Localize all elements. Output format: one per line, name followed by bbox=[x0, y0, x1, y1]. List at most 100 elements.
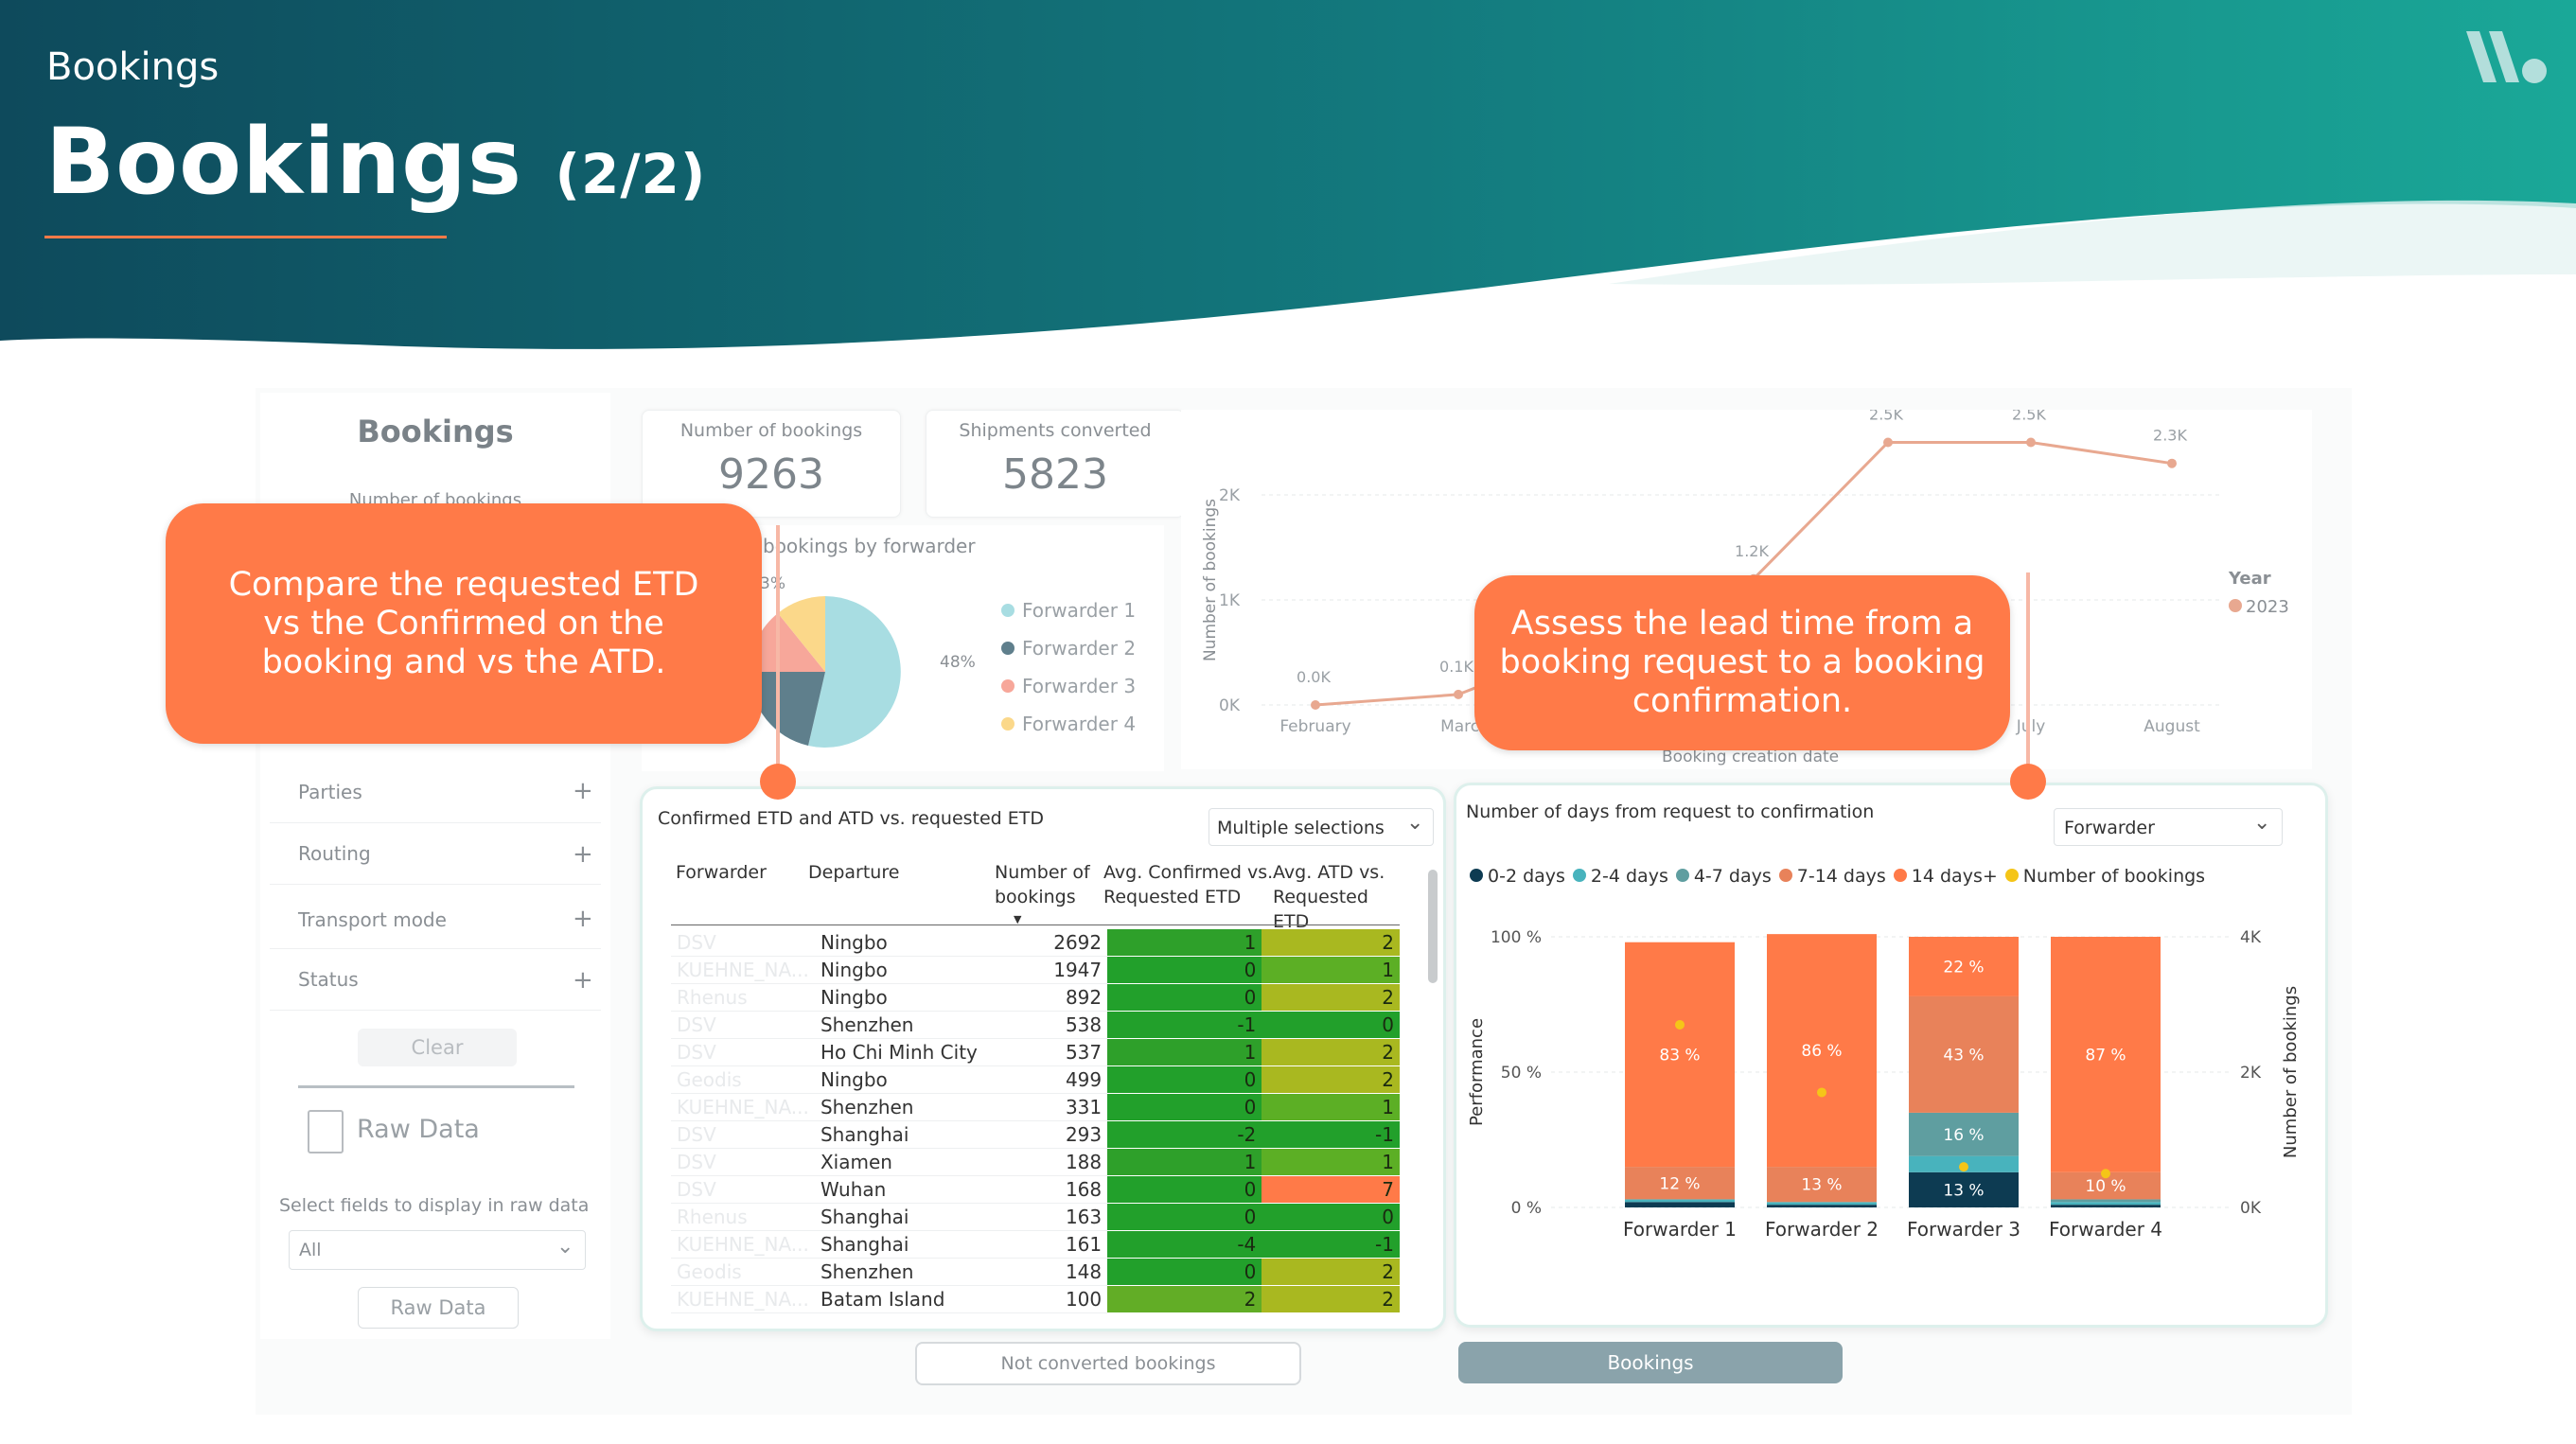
y2-axis-label: Number of bookings bbox=[2281, 986, 2301, 1158]
cell-confirmed: 1 bbox=[1107, 1148, 1262, 1176]
header-banner bbox=[0, 0, 2576, 349]
bar-segment bbox=[1625, 1167, 1735, 1200]
y-tick-label: 1K bbox=[1219, 591, 1241, 610]
scrollbar[interactable] bbox=[1428, 870, 1438, 983]
table-row[interactable]: DSV Ho Chi Minh City 537 1 2 bbox=[671, 1038, 1400, 1066]
cell-bookings: 499 bbox=[1011, 1065, 1108, 1094]
table-row[interactable]: Geodis Shenzhen 148 0 2 bbox=[671, 1258, 1400, 1286]
plus-icon[interactable]: + bbox=[573, 905, 593, 933]
bar-segment bbox=[1625, 942, 1735, 1168]
kpi-bookings: Number of bookings 9263 bbox=[642, 410, 901, 518]
cell-bookings: 100 bbox=[1011, 1285, 1108, 1313]
table-row[interactable]: DSV Ningbo 2692 1 2 bbox=[671, 929, 1400, 957]
cell-bookings: 188 bbox=[1011, 1148, 1108, 1176]
legend-dot bbox=[1470, 869, 1483, 882]
bar-segment bbox=[2051, 937, 2161, 1172]
y2-tick-label: 2K bbox=[2240, 1064, 2262, 1083]
col-header-confirmed[interactable]: Avg. Confirmed vs. Requested ETD bbox=[1103, 862, 1274, 907]
table-row[interactable]: DSV Xiamen 188 1 1 bbox=[671, 1148, 1400, 1176]
plus-icon[interactable]: + bbox=[573, 777, 593, 805]
cell-atd: 1 bbox=[1262, 1093, 1400, 1121]
cell-atd: 2 bbox=[1262, 1285, 1400, 1313]
data-point bbox=[1311, 700, 1320, 710]
table-row[interactable]: Rhenus Shanghai 163 0 0 bbox=[671, 1203, 1400, 1231]
cell-departure: Ningbo bbox=[814, 1065, 1012, 1094]
chevron-down-icon: ⌄ bbox=[556, 1235, 574, 1259]
bar-segment bbox=[1767, 934, 1877, 1168]
select-value: All bbox=[299, 1240, 322, 1260]
bookings-button[interactable]: Bookings bbox=[1458, 1342, 1843, 1383]
cell-atd: 2 bbox=[1262, 1065, 1400, 1094]
filter-label: Transport mode bbox=[298, 908, 447, 931]
bar-segment bbox=[1767, 1167, 1877, 1203]
cell-bookings: 2692 bbox=[1011, 929, 1108, 957]
filter-routing[interactable]: Routing + bbox=[270, 823, 601, 885]
cell-forwarder: Geodis bbox=[671, 1065, 815, 1094]
legend-dot bbox=[1572, 869, 1586, 882]
pie-chart bbox=[750, 596, 901, 748]
filter-transport-mode[interactable]: Transport mode + bbox=[270, 888, 601, 949]
callout-connector bbox=[776, 525, 780, 781]
bar-segment bbox=[2051, 1199, 2161, 1203]
legend-item: 0-2 days bbox=[1470, 866, 1565, 887]
bar-data-label: 43 % bbox=[1943, 1046, 1984, 1065]
cell-departure: Shenzhen bbox=[814, 1258, 1012, 1286]
clear-button[interactable]: Clear bbox=[358, 1029, 517, 1066]
pie-data-label: 3% bbox=[760, 574, 785, 593]
plus-icon[interactable]: + bbox=[573, 966, 593, 995]
cell-confirmed: 0 bbox=[1107, 1203, 1262, 1231]
filter-label: Parties bbox=[298, 781, 362, 803]
bar-data-label: 10 % bbox=[2085, 1177, 2126, 1196]
data-point bbox=[1454, 689, 1463, 699]
table-header: Forwarder Departure Number of bookings Av… bbox=[662, 860, 1400, 932]
x-tick-label: August bbox=[2144, 717, 2200, 736]
table-row[interactable]: DSV Shenzhen 538 -1 0 bbox=[671, 1011, 1400, 1039]
fields-select[interactable]: All ⌄ bbox=[289, 1230, 586, 1270]
table-row[interactable]: Geodis Ningbo 499 0 2 bbox=[671, 1065, 1400, 1094]
filter-status[interactable]: Status + bbox=[270, 949, 601, 1011]
data-label: 2.5K bbox=[2012, 410, 2046, 424]
col-header-bookings[interactable]: Number of bookings bbox=[995, 862, 1090, 907]
not-converted-button[interactable]: Not converted bookings bbox=[915, 1342, 1301, 1385]
table-row[interactable]: KUEHNE_NA... Batam Island 100 2 2 bbox=[671, 1285, 1400, 1313]
table-row[interactable]: KUEHNE_NA... Ningbo 1947 0 1 bbox=[671, 956, 1400, 984]
cell-departure: Ningbo bbox=[814, 983, 1012, 1012]
page-title: Bookings (2/2) bbox=[45, 109, 707, 215]
bar-chart-title: Number of days from request to confirmat… bbox=[1466, 801, 1875, 822]
legend-dot bbox=[1001, 717, 1015, 731]
multiple-selections-dropdown[interactable]: Multiple selections ⌄ bbox=[1209, 808, 1434, 846]
legend-item: 2-4 days bbox=[1572, 866, 1668, 887]
forwarder-dropdown[interactable]: Forwarder ⌄ bbox=[2054, 808, 2283, 846]
callout-connector bbox=[2026, 572, 2030, 781]
cell-forwarder: Rhenus bbox=[671, 1203, 815, 1231]
table-row[interactable]: DSV Shanghai 293 -2 -1 bbox=[671, 1120, 1400, 1149]
dropdown-value: Forwarder bbox=[2064, 818, 2155, 838]
plus-icon[interactable]: + bbox=[573, 840, 593, 869]
line-legend-item: 2023 bbox=[2229, 597, 2289, 617]
cell-bookings: 168 bbox=[1011, 1175, 1108, 1204]
title-underline bbox=[44, 236, 447, 238]
cell-bookings: 1947 bbox=[1011, 956, 1108, 984]
cell-forwarder: KUEHNE_NA... bbox=[671, 956, 815, 984]
cell-departure: Shanghai bbox=[814, 1120, 1012, 1149]
cell-departure: Xiamen bbox=[814, 1148, 1012, 1176]
table-row[interactable]: Rhenus Ningbo 892 0 2 bbox=[671, 983, 1400, 1012]
bar-data-label: 86 % bbox=[1801, 1042, 1842, 1061]
cell-forwarder: DSV bbox=[671, 1120, 815, 1149]
cell-atd: -1 bbox=[1262, 1120, 1400, 1149]
kpi-value: 5823 bbox=[1002, 450, 1108, 499]
table-row[interactable]: KUEHNE_NA... Shenzhen 331 0 1 bbox=[671, 1093, 1400, 1121]
col-header-atd[interactable]: Avg. ATD vs. Requested ETD bbox=[1273, 862, 1385, 932]
filter-label: Status bbox=[298, 968, 359, 991]
cell-confirmed: -2 bbox=[1107, 1120, 1262, 1149]
col-header-departure[interactable]: Departure bbox=[808, 862, 900, 883]
filter-parties[interactable]: Parties + bbox=[270, 762, 601, 823]
table-row[interactable]: KUEHNE_NA... Shanghai 161 -4 -1 bbox=[671, 1230, 1400, 1259]
col-header-forwarder[interactable]: Forwarder bbox=[676, 862, 767, 883]
y-tick-label: 0K bbox=[1219, 696, 1241, 715]
table-row[interactable]: DSV Wuhan 168 0 7 bbox=[671, 1175, 1400, 1204]
raw-data-button[interactable]: Raw Data bbox=[358, 1287, 519, 1329]
cell-atd: 7 bbox=[1262, 1175, 1400, 1204]
y2-tick-label: 0K bbox=[2240, 1199, 2262, 1218]
cell-departure: Shanghai bbox=[814, 1230, 1012, 1259]
